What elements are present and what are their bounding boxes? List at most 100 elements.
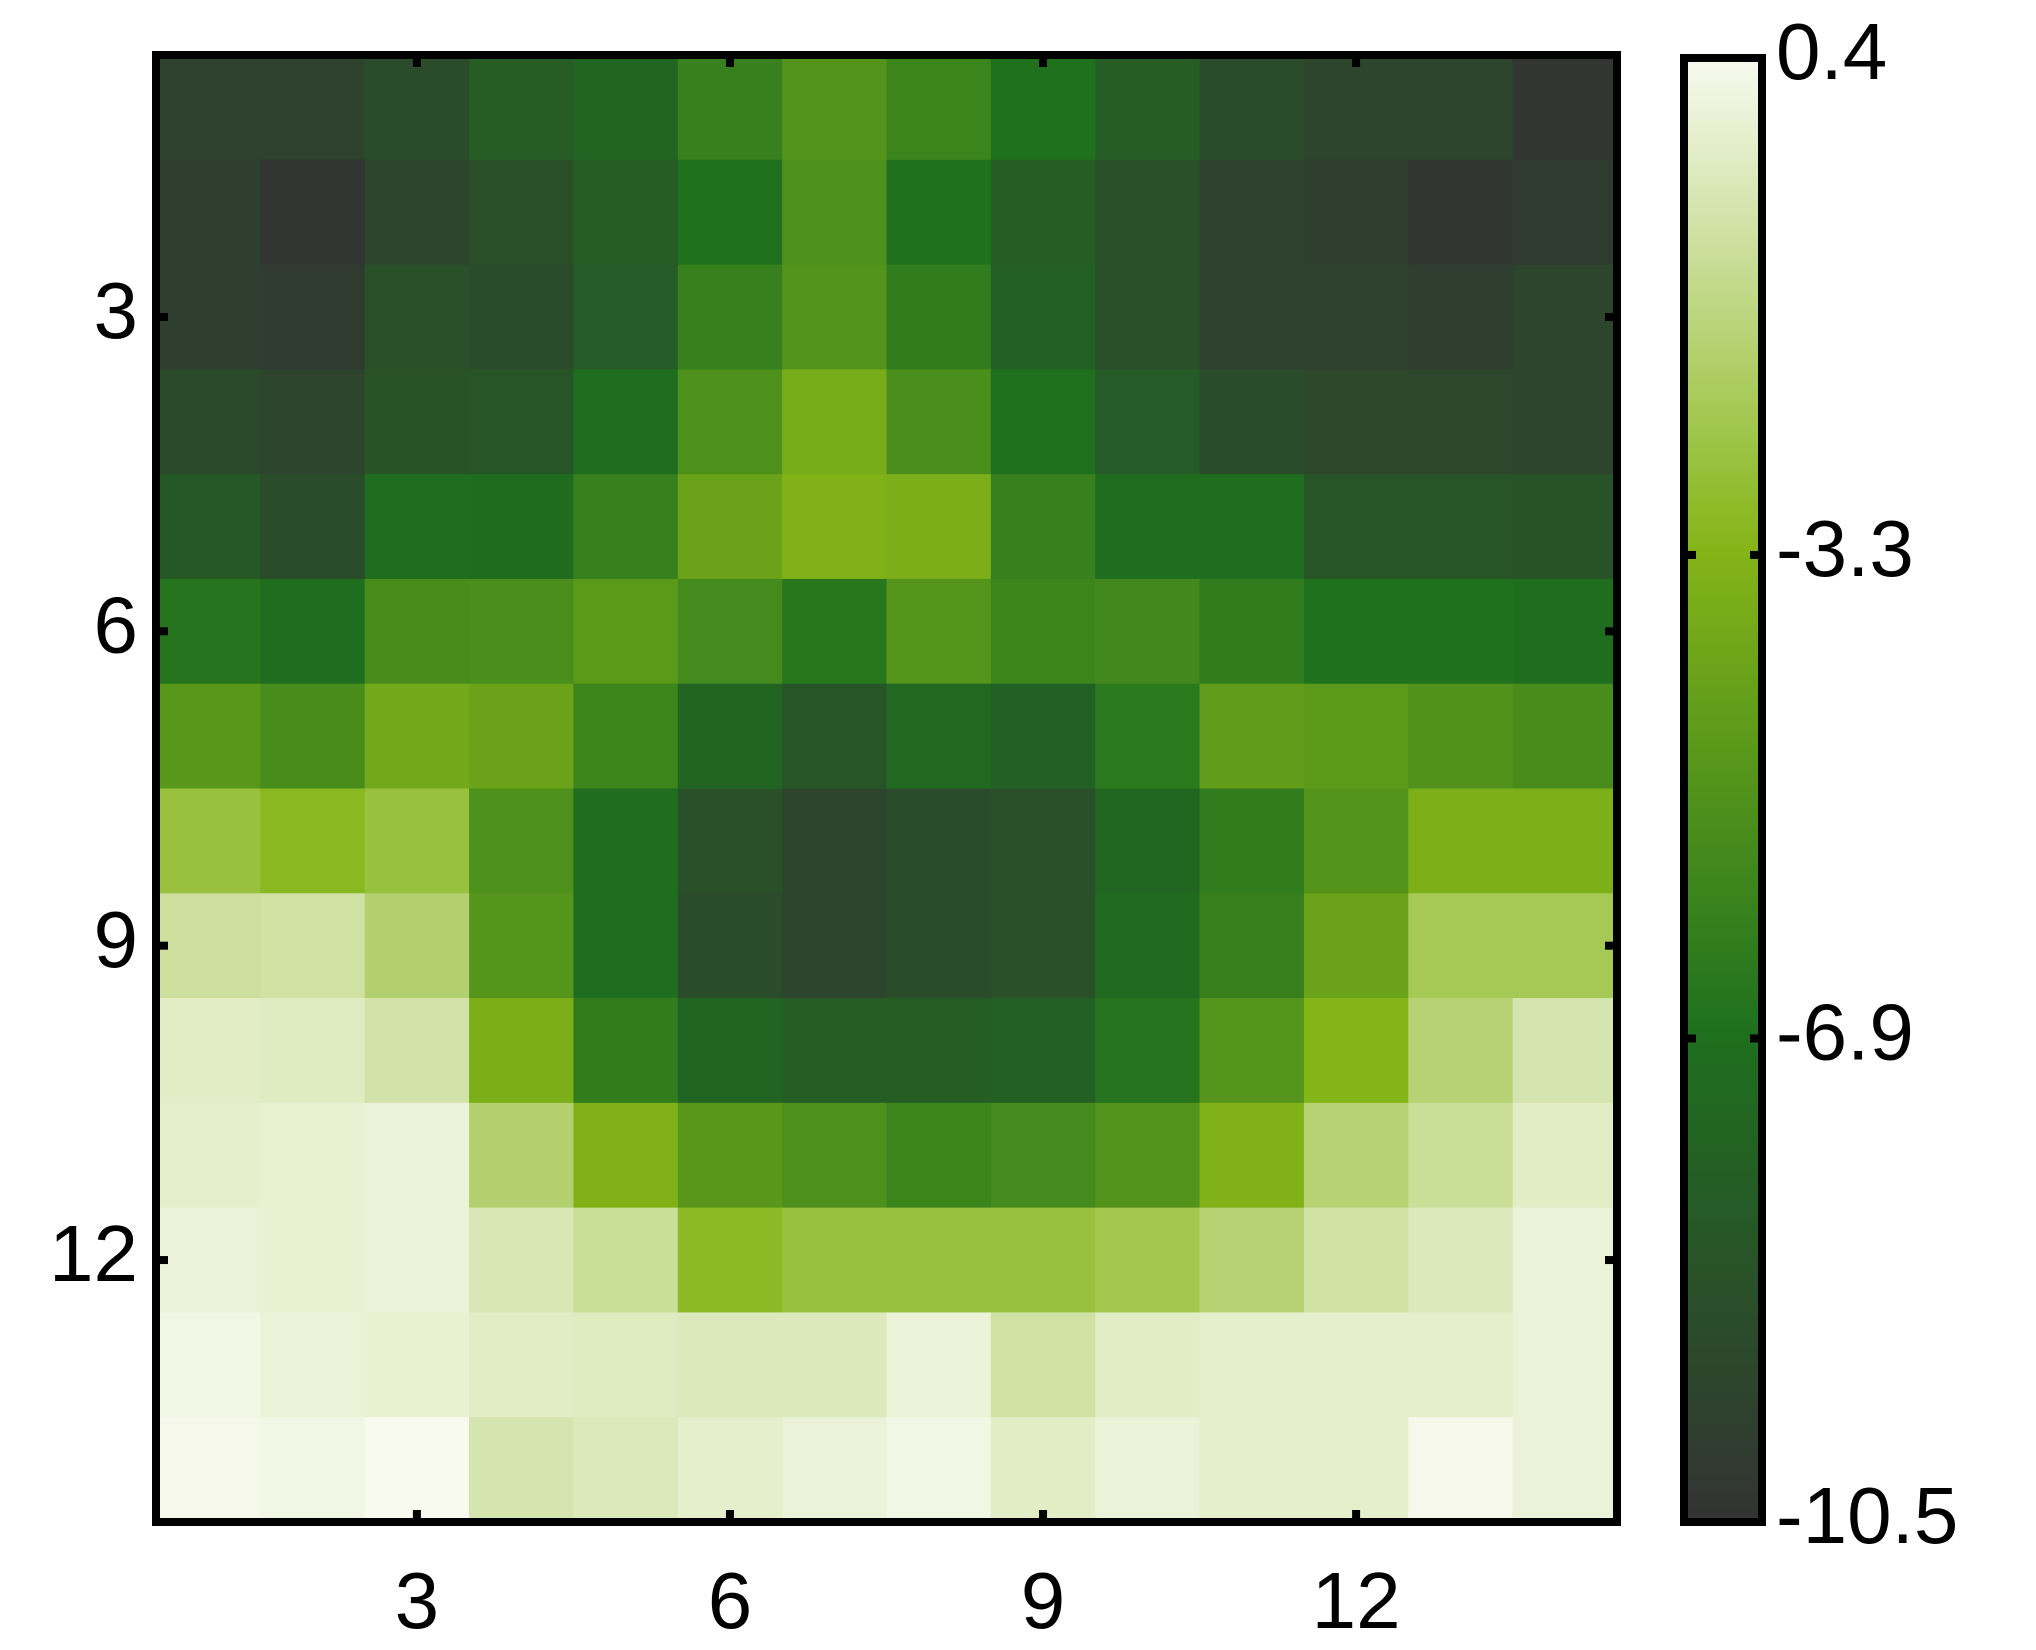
heatmap-cell <box>1512 55 1618 161</box>
heatmap-cell <box>782 55 888 161</box>
heatmap-cell <box>364 369 470 475</box>
heatmap-cell <box>1095 683 1201 790</box>
heatmap-cell <box>1095 1312 1201 1418</box>
heatmap-cell <box>1199 578 1305 685</box>
heatmap-cell <box>573 474 679 580</box>
heatmap-cell <box>1199 1207 1305 1314</box>
heatmap-cell <box>1303 788 1409 894</box>
heatmap-cell <box>1095 893 1201 999</box>
heatmap-cell <box>469 55 575 161</box>
heatmap-cell <box>1303 683 1409 790</box>
heatmap-cell <box>677 1207 783 1314</box>
heatmap-cell <box>469 683 575 790</box>
heatmap-cell <box>782 998 888 1104</box>
heatmap-cell <box>677 893 783 999</box>
heatmap-cell <box>573 369 679 475</box>
heatmap-cell <box>677 998 783 1104</box>
heatmap-cell <box>156 1207 261 1314</box>
heatmap-cell <box>156 55 261 161</box>
heatmap-cell <box>782 1207 888 1314</box>
heatmap-cell <box>1095 264 1201 370</box>
heatmap-cell <box>573 683 679 790</box>
heatmap-cell <box>1199 998 1305 1104</box>
heatmap-cell <box>886 1417 992 1523</box>
heatmap-cell <box>260 1207 366 1314</box>
heatmap-cell <box>469 159 575 266</box>
heatmap-cell <box>1199 369 1305 475</box>
heatmap-cell <box>677 578 783 685</box>
heatmap-cell <box>1199 264 1305 370</box>
heatmap-cell <box>1303 1417 1409 1523</box>
heatmap-cell <box>1303 264 1409 370</box>
heatmap-cell <box>469 998 575 1104</box>
heatmap-cell <box>677 1417 783 1523</box>
heatmap-cell <box>990 893 1096 999</box>
heatmap-cell <box>677 1312 783 1418</box>
heatmap-cell <box>1512 998 1618 1104</box>
heatmap-cell <box>260 159 366 266</box>
heatmap-cell <box>1512 474 1618 580</box>
colorbar <box>1680 54 1766 1526</box>
heatmap-cell <box>1303 474 1409 580</box>
heatmap-cell <box>1199 788 1305 894</box>
heatmap-cell <box>573 578 679 685</box>
heatmap-cell <box>677 159 783 266</box>
heatmap-cell <box>469 1102 575 1209</box>
heatmap-cell <box>260 55 366 161</box>
heatmap-cell <box>1408 998 1514 1104</box>
heatmap-cell <box>156 369 261 475</box>
heatmap-cell <box>1303 369 1409 475</box>
heatmap-cell <box>260 264 366 370</box>
heatmap-cell <box>782 893 888 999</box>
heatmap-cell <box>1408 474 1514 580</box>
heatmap-cell <box>1408 369 1514 475</box>
plot-frame <box>152 51 1621 1526</box>
heatmap-cell <box>1303 1102 1409 1209</box>
heatmap-cell <box>1303 1207 1409 1314</box>
heatmap-cell <box>1095 55 1201 161</box>
heatmap-cell <box>156 1312 261 1418</box>
heatmap-cell <box>677 55 783 161</box>
heatmap-cell <box>260 683 366 790</box>
heatmap-cell <box>573 998 679 1104</box>
heatmap-cell <box>782 369 888 475</box>
heatmap-cell <box>469 893 575 999</box>
heatmap-cell <box>1512 683 1618 790</box>
heatmap-cell <box>573 264 679 370</box>
heatmap-cell <box>886 369 992 475</box>
heatmap-cell <box>1199 159 1305 266</box>
heatmap-cell <box>677 474 783 580</box>
heatmap-cell <box>782 683 888 790</box>
heatmap-cell <box>364 998 470 1104</box>
colorbar-tick-label: 0.4 <box>1776 7 1887 96</box>
heatmap-cell <box>364 264 470 370</box>
heatmap-cell <box>260 1102 366 1209</box>
heatmap-cell <box>260 1312 366 1418</box>
heatmap-cell <box>886 578 992 685</box>
heatmap-cell <box>364 683 470 790</box>
heatmap-cell <box>677 683 783 790</box>
heatmap-cell <box>364 474 470 580</box>
heatmap-cell <box>886 998 992 1104</box>
heatmap-cell <box>1408 788 1514 894</box>
heatmap-cell <box>1408 1312 1514 1418</box>
heatmap-cell <box>1408 55 1514 161</box>
heatmap-cell <box>573 55 679 161</box>
heatmap-cell <box>156 893 261 999</box>
heatmap-cell <box>364 578 470 685</box>
heatmap-cell <box>1512 1102 1618 1209</box>
heatmap-cell <box>469 1312 575 1418</box>
heatmap-cell <box>1095 1207 1201 1314</box>
heatmap-cell <box>1512 1417 1618 1523</box>
heatmap-cell <box>469 264 575 370</box>
heatmap-cell <box>990 578 1096 685</box>
heatmap-cell <box>990 55 1096 161</box>
heatmap-cell <box>1199 683 1305 790</box>
heatmap-cell <box>364 1102 470 1209</box>
heatmap-cell <box>364 1417 470 1523</box>
heatmap-cell <box>156 788 261 894</box>
heatmap-cell <box>1408 683 1514 790</box>
heatmap-cell <box>364 1207 470 1314</box>
heatmap-cell <box>364 893 470 999</box>
heatmap-cell <box>1512 788 1618 894</box>
